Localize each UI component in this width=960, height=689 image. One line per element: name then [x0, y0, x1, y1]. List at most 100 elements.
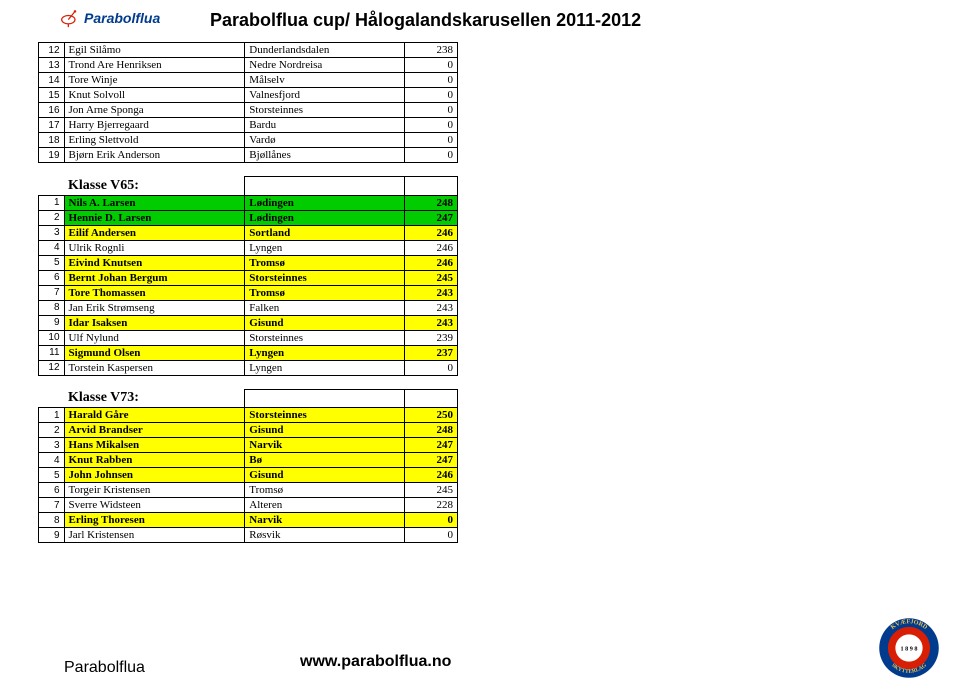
cell-rank: 12: [39, 360, 65, 375]
table-row: 1Harald GåreStorsteinnes250: [39, 408, 458, 423]
cell-club: Alteren: [245, 498, 405, 513]
results-table: 12Egil SilåmoDunderlandsdalen23813Trond …: [38, 42, 458, 543]
cell-club: Tromsø: [245, 483, 405, 498]
cell-club: Bjøllånes: [245, 148, 405, 163]
cell-rank: 12: [39, 43, 65, 58]
klasse-header-row: Klasse V73:: [39, 389, 458, 408]
cell-rank: 11: [39, 345, 65, 360]
table-row: 5Eivind KnutsenTromsø246: [39, 255, 458, 270]
cell-score: 243: [404, 285, 457, 300]
table-row: 8Jan Erik StrømsengFalken243: [39, 300, 458, 315]
cell-club: Lødingen: [245, 210, 405, 225]
table-row: 11Sigmund OlsenLyngen237: [39, 345, 458, 360]
table-row: 6Bernt Johan BergumStorsteinnes245: [39, 270, 458, 285]
table-row: 5John JohnsenGisund246: [39, 468, 458, 483]
cell-score: 246: [404, 240, 457, 255]
cell-name: Jon Arne Sponga: [64, 103, 245, 118]
cell-club: Storsteinnes: [245, 270, 405, 285]
table-row: 9Jarl KristensenRøsvik0: [39, 528, 458, 543]
cell-rank: 9: [39, 315, 65, 330]
cell-rank: 8: [39, 300, 65, 315]
cell-score: 0: [404, 360, 457, 375]
table-row: 12Egil SilåmoDunderlandsdalen238: [39, 43, 458, 58]
table-row: 4Knut RabbenBø247: [39, 453, 458, 468]
table-row: 13Trond Are HenriksenNedre Nordreisa0: [39, 58, 458, 73]
cell-club: Lødingen: [245, 195, 405, 210]
cell-club: Bardu: [245, 118, 405, 133]
cell-name: John Johnsen: [64, 468, 245, 483]
cell-score: 248: [404, 423, 457, 438]
cell-name: Nils A. Larsen: [64, 195, 245, 210]
cell-name: Torstein Kaspersen: [64, 360, 245, 375]
cell-rank: 15: [39, 88, 65, 103]
cell-score: 0: [404, 58, 457, 73]
table-row: 2Hennie D. LarsenLødingen247: [39, 210, 458, 225]
cell-club: Narvik: [245, 513, 405, 528]
table-row: 4Ulrik RognliLyngen246: [39, 240, 458, 255]
footer-logo: Parabolflua: [60, 659, 145, 677]
table-row: 3Hans MikalsenNarvik247: [39, 438, 458, 453]
cell-club: Lyngen: [245, 345, 405, 360]
cell-club: Vardø: [245, 133, 405, 148]
cell-name: Harry Bjerregaard: [64, 118, 245, 133]
cell-rank: 7: [39, 285, 65, 300]
klasse-name: Klasse V73:: [64, 389, 245, 408]
cell-name: Ulrik Rognli: [64, 240, 245, 255]
cell-rank: 16: [39, 103, 65, 118]
table-row: 16Jon Arne SpongaStorsteinnes0: [39, 103, 458, 118]
cell-score: 243: [404, 300, 457, 315]
cell-rank: 8: [39, 513, 65, 528]
cell-rank: 9: [39, 528, 65, 543]
cell-score: 0: [404, 73, 457, 88]
cell-score: 247: [404, 453, 457, 468]
club-badge: 1 8 9 8 KVÆFJORD SKYTTERLAG: [878, 617, 940, 679]
cell-name: Hennie D. Larsen: [64, 210, 245, 225]
table-row: 17Harry BjerregaardBardu0: [39, 118, 458, 133]
brand-text: Parabolflua: [64, 659, 145, 677]
cell-name: Egil Silåmo: [64, 43, 245, 58]
cell-name: Idar Isaksen: [64, 315, 245, 330]
cell-rank: 5: [39, 255, 65, 270]
table-row: 9Idar IsaksenGisund243: [39, 315, 458, 330]
cell-name: Tore Thomassen: [64, 285, 245, 300]
cell-club: Bø: [245, 453, 405, 468]
footer-url: www.parabolflua.no: [300, 653, 451, 671]
cell-rank: 17: [39, 118, 65, 133]
cell-club: Nedre Nordreisa: [245, 58, 405, 73]
cell-club: Målselv: [245, 73, 405, 88]
cell-club: Storsteinnes: [245, 408, 405, 423]
cell-rank: 6: [39, 483, 65, 498]
cell-club: Dunderlandsdalen: [245, 43, 405, 58]
cell-score: 248: [404, 195, 457, 210]
cell-name: Tore Winje: [64, 73, 245, 88]
cell-name: Eilif Andersen: [64, 225, 245, 240]
cell-rank: 4: [39, 240, 65, 255]
table-row: 3Eilif AndersenSortland246: [39, 225, 458, 240]
cell-score: 0: [404, 528, 457, 543]
cell-club: Gisund: [245, 468, 405, 483]
cell-club: Falken: [245, 300, 405, 315]
cell-score: 0: [404, 148, 457, 163]
cell-score: 247: [404, 210, 457, 225]
cell-club: Lyngen: [245, 360, 405, 375]
table-row: 6Torgeir KristensenTromsø245: [39, 483, 458, 498]
cell-rank: 18: [39, 133, 65, 148]
spacer-row: [39, 163, 458, 177]
cell-score: 246: [404, 468, 457, 483]
cell-rank: 5: [39, 468, 65, 483]
cell-rank: 3: [39, 225, 65, 240]
cell-score: 237: [404, 345, 457, 360]
cell-score: 228: [404, 498, 457, 513]
cell-rank: 1: [39, 408, 65, 423]
cell-name: Knut Solvoll: [64, 88, 245, 103]
parabol-icon: [60, 8, 80, 28]
cell-club: Lyngen: [245, 240, 405, 255]
klasse-name: Klasse V65:: [64, 177, 245, 196]
cell-score: 247: [404, 438, 457, 453]
cell-name: Sigmund Olsen: [64, 345, 245, 360]
cell-rank: 10: [39, 330, 65, 345]
cell-rank: 2: [39, 210, 65, 225]
cell-name: Knut Rabben: [64, 453, 245, 468]
cell-score: 246: [404, 255, 457, 270]
cell-score: 245: [404, 270, 457, 285]
